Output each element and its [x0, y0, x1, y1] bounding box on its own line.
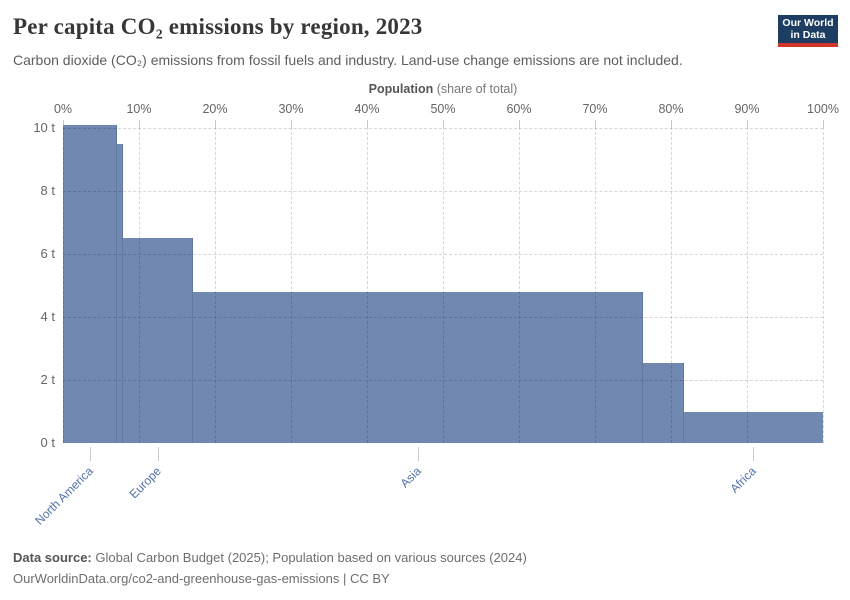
x-gridline-60%: [519, 127, 520, 443]
x-tick-mark-30%: [291, 120, 292, 127]
x-tick-label-100%: 100%: [807, 102, 839, 116]
x-tick-mark-90%: [747, 120, 748, 127]
bar-africa[interactable]: [683, 411, 823, 443]
x-tick-label-30%: 30%: [278, 102, 304, 116]
data-source-line: Data source: Global Carbon Budget (2025)…: [13, 547, 833, 568]
owid-logo[interactable]: Our World in Data: [778, 15, 838, 47]
region-tick-north-america: [89, 447, 91, 461]
owid-logo-line1: Our World: [782, 17, 834, 29]
x-tick-mark-10%: [139, 120, 140, 127]
region-tick-africa: [753, 447, 755, 461]
x-tick-mark-50%: [443, 120, 444, 127]
x-gridline-0%: [63, 127, 64, 443]
x-gridline-20%: [215, 127, 216, 443]
bar-south-america[interactable]: [642, 362, 684, 443]
x-tick-label-60%: 60%: [506, 102, 532, 116]
y-tick-label-2t: 2 t: [40, 372, 55, 387]
x-tick-mark-20%: [215, 120, 216, 127]
y-tick-label-8t: 8 t: [40, 183, 55, 198]
region-tick-asia: [417, 447, 419, 461]
x-tick-mark-100%: [823, 120, 824, 127]
y-gridline-10t: [63, 128, 823, 129]
x-gridline-90%: [747, 127, 748, 443]
x-gridline-40%: [367, 127, 368, 443]
y-gridline-4t: [63, 317, 823, 318]
region-tick-europe: [158, 447, 159, 461]
x-gridline-100%: [823, 127, 824, 443]
x-gridline-50%: [443, 127, 444, 443]
x-axis-title-rest: (share of total): [433, 82, 518, 96]
x-tick-mark-80%: [671, 120, 672, 127]
y-tick-label-6t: 6 t: [40, 246, 55, 261]
x-gridline-80%: [671, 127, 672, 443]
data-source-text: Global Carbon Budget (2025); Population …: [91, 550, 527, 565]
y-tick-label-10t: 10 t: [33, 120, 55, 135]
y-gridline-8t: [63, 191, 823, 192]
chart-subtitle: Carbon dioxide (CO₂) emissions from foss…: [13, 52, 683, 68]
y-tick-label-4t: 4 t: [40, 309, 55, 324]
data-source-label: Data source:: [13, 550, 92, 565]
x-gridline-10%: [139, 127, 140, 443]
chart-title: Per capita CO₂ emissions by region, 2023: [13, 14, 423, 39]
x-tick-mark-40%: [367, 120, 368, 127]
bar-asia[interactable]: [192, 291, 643, 443]
license-line: OurWorldinData.org/co2-and-greenhouse-ga…: [13, 571, 390, 586]
x-tick-label-90%: 90%: [734, 102, 760, 116]
x-axis-title-bold: Population: [368, 82, 434, 96]
x-tick-mark-70%: [595, 120, 596, 127]
y-gridline-6t: [63, 254, 823, 255]
chart-footer: Data source: Global Carbon Budget (2025)…: [13, 547, 833, 589]
x-tick-label-80%: 80%: [658, 102, 684, 116]
bar-north-america[interactable]: [63, 124, 117, 443]
x-axis-title: Population (share of total): [63, 82, 823, 96]
x-gridline-30%: [291, 127, 292, 443]
x-tick-label-40%: 40%: [354, 102, 380, 116]
owid-logo-line2: in Data: [790, 29, 826, 41]
y-gridline-2t: [63, 380, 823, 381]
x-tick-label-10%: 10%: [126, 102, 152, 116]
x-tick-label-20%: 20%: [202, 102, 228, 116]
bar-europe[interactable]: [123, 238, 193, 443]
x-gridline-70%: [595, 127, 596, 443]
x-tick-label-0%: 0%: [53, 102, 73, 116]
x-tick-mark-60%: [519, 120, 520, 127]
x-tick-mark-0%: [63, 120, 64, 127]
bar-oceania[interactable]: [116, 143, 124, 443]
x-tick-label-50%: 50%: [430, 102, 456, 116]
y-tick-label-0t: 0 t: [40, 435, 55, 450]
x-tick-label-70%: 70%: [582, 102, 608, 116]
